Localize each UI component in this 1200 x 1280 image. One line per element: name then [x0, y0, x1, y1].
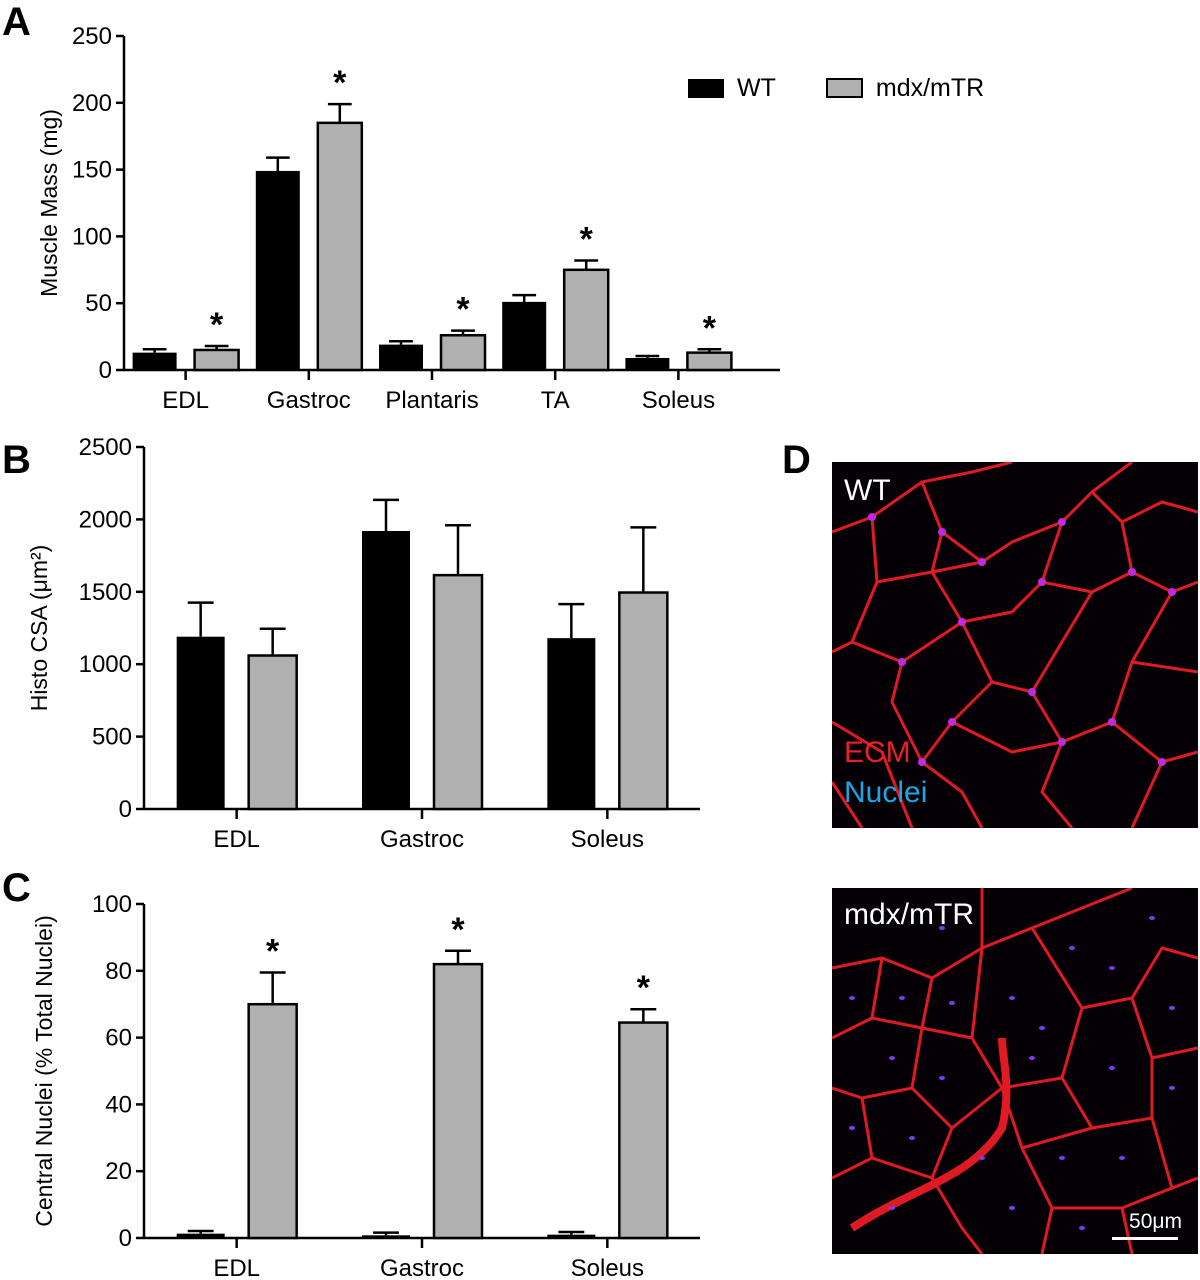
- y-axis-title: Central Nuclei (% Total Nuclei): [31, 915, 57, 1226]
- x-tick-label: EDL: [162, 387, 209, 414]
- bar-mdx-mTR-Plantaris: [439, 334, 487, 372]
- x-tick-label: Soleus: [571, 826, 644, 853]
- bar-WT-Gastroc: [362, 1235, 410, 1238]
- y-tick-label: 0: [119, 1225, 132, 1252]
- significance-marker: *: [333, 64, 347, 102]
- stain-label-nuclei: Nuclei: [844, 776, 928, 809]
- y-tick-label: 80: [105, 958, 132, 985]
- panel-label-b: B: [2, 438, 31, 482]
- bar-mdx-mTR-Soleus: [686, 351, 733, 372]
- y-tick-label: 2500: [79, 434, 132, 461]
- y-tick-label: 200: [72, 90, 112, 117]
- bar-WT-EDL: [176, 636, 225, 809]
- x-tick-label: TA: [541, 387, 570, 414]
- panel-label-a: A: [2, 0, 31, 44]
- muscle-section-wt-image: [832, 462, 1198, 828]
- bar-mdx-mTR-Gastroc: [432, 573, 484, 811]
- bar-WT-EDL: [132, 352, 177, 370]
- y-tick-label: 1500: [79, 579, 132, 606]
- x-tick-label: Gastroc: [380, 826, 464, 853]
- significance-marker: *: [456, 291, 470, 329]
- bar-mdx-mTR-Gastroc: [432, 962, 484, 1240]
- y-axis-title: Histo CSA (μm²): [26, 545, 52, 712]
- scale-bar: [1112, 1237, 1178, 1240]
- legend-label-wt: WT: [737, 73, 776, 102]
- y-tick-label: 100: [92, 891, 132, 918]
- x-tick-label: EDL: [213, 826, 260, 853]
- x-tick-label: Plantaris: [385, 387, 478, 414]
- y-tick-label: 250: [72, 23, 112, 50]
- stain-label-ecm: ECM: [844, 736, 911, 769]
- chart-c-central-nuclei: 0 20 40 60 80 100 Central Nuclei (% Total Nucl…: [31, 891, 700, 1280]
- chart-a-muscle-mass: 0 50 100 150 200 250 Muscle Mass (mg) EDL * Gastr…: [36, 23, 780, 414]
- significance-marker: *: [266, 932, 280, 970]
- bar-mdx-mTR-EDL: [247, 1002, 298, 1240]
- bar-mdx-mTR-EDL: [247, 654, 298, 811]
- y-tick-label: 2000: [79, 506, 132, 533]
- y-tick-label: 50: [85, 290, 112, 317]
- x-tick-label: Gastroc: [380, 1255, 464, 1280]
- y-tick-label: 1000: [79, 651, 132, 678]
- significance-marker: *: [637, 969, 651, 1007]
- y-tick-label: 500: [92, 724, 132, 751]
- micrograph-label-mdx: mdx/mTR: [844, 898, 974, 931]
- bar-WT-Plantaris: [379, 344, 423, 370]
- bar-mdx-mTR-TA: [562, 268, 610, 372]
- micrograph-wt: WT ECM Nuclei: [832, 462, 1198, 828]
- x-tick-label: Soleus: [642, 387, 715, 414]
- panel-label-d: D: [782, 438, 811, 482]
- significance-marker: *: [703, 309, 717, 347]
- bar-WT-Soleus: [547, 638, 596, 809]
- y-axis-title: Muscle Mass (mg): [36, 109, 62, 297]
- micrograph-label-wt: WT: [844, 474, 891, 507]
- bar-mdx-mTR-Soleus: [618, 1021, 669, 1240]
- y-tick-label: 40: [105, 1091, 132, 1118]
- y-tick-label: 150: [72, 157, 112, 184]
- legend: WT mdx/mTR: [688, 73, 985, 102]
- y-tick-label: 100: [72, 223, 112, 250]
- micrograph-mdx: mdx/mTR 50μm: [832, 888, 1198, 1254]
- muscle-section-mdx-image: [832, 888, 1198, 1254]
- y-tick-label: 20: [105, 1158, 132, 1185]
- y-tick-label: 0: [99, 357, 112, 384]
- bar-WT-TA: [502, 301, 547, 370]
- x-tick-label: Gastroc: [267, 387, 351, 414]
- scale-bar-label: 50μm: [1129, 1210, 1182, 1233]
- bar-mdx-mTR-EDL: [193, 348, 240, 372]
- x-tick-label: EDL: [213, 1255, 260, 1280]
- y-tick-label: 60: [105, 1025, 132, 1052]
- significance-marker: *: [210, 306, 224, 344]
- bar-mdx-mTR-Gastroc: [316, 121, 364, 372]
- legend-swatch-wt: [688, 78, 724, 98]
- legend-swatch-mdx: [825, 78, 863, 98]
- y-tick-label: 0: [119, 796, 132, 823]
- x-tick-label: Soleus: [571, 1255, 644, 1280]
- significance-marker: *: [451, 911, 465, 949]
- panel-label-c: C: [2, 866, 31, 910]
- chart-b-histo-csa: 0 500 1000 1500 2000 2500 Histo CSA (μm²) EDL Ga…: [26, 434, 700, 853]
- significance-marker: *: [580, 220, 594, 258]
- bar-WT-Gastroc: [362, 530, 410, 809]
- bar-WT-Soleus: [547, 1234, 596, 1238]
- bar-WT-Soleus: [625, 357, 670, 370]
- legend-label-mdx: mdx/mTR: [875, 73, 985, 102]
- bar-WT-EDL: [176, 1233, 225, 1238]
- bar-mdx-mTR-Soleus: [618, 591, 669, 811]
- bar-WT-Gastroc: [255, 170, 300, 370]
